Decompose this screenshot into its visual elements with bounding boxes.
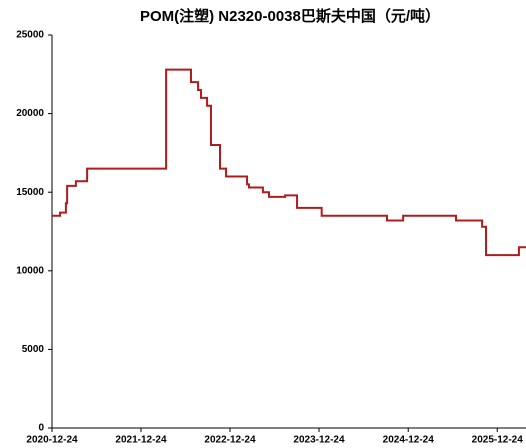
y-tick-label: 20000	[16, 108, 44, 119]
x-tick-label: 2022-12-24	[204, 435, 256, 446]
x-tick-label: 2020-12-24	[26, 435, 78, 446]
y-tick-label: 0	[38, 423, 44, 434]
y-tick-label: 10000	[16, 265, 44, 276]
line	[52, 68, 526, 257]
x-tick-label: 2024-12-24	[383, 435, 435, 446]
x-tick-label: 2023-12-24	[293, 435, 345, 446]
x-tick-label: 2025-12-24	[472, 435, 524, 446]
x-tick-label: 2021-12-24	[115, 435, 167, 446]
y-tick-label: 15000	[16, 187, 44, 198]
y-tick-label: 5000	[22, 344, 45, 355]
chart-title: POM(注塑) N2320-0038巴斯夫中国（元/吨）	[140, 7, 440, 25]
y-tick-label: 25000	[16, 30, 44, 41]
